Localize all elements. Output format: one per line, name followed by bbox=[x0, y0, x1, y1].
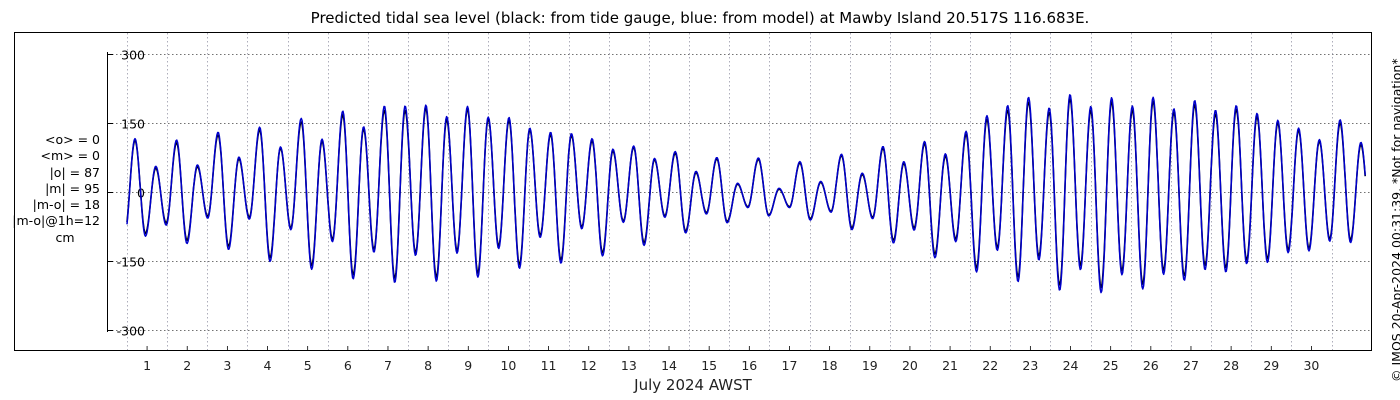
y-tick-label: -300 bbox=[117, 324, 145, 339]
plot-series bbox=[126, 94, 1366, 294]
x-tick-label: 20 bbox=[902, 358, 918, 373]
x-tick-label: 16 bbox=[741, 358, 757, 373]
x-tick-label: 17 bbox=[782, 358, 798, 373]
x-tick-label: 15 bbox=[701, 358, 717, 373]
x-tick-label: 4 bbox=[264, 358, 272, 373]
x-tick-label: 10 bbox=[500, 358, 516, 373]
stat-abs-diff-1h: |m-o|@1h=12 bbox=[12, 213, 100, 229]
credit-note: © IMOS 20-Apr-2024 00:31:39. *Not for na… bbox=[1389, 58, 1400, 382]
x-tick-label: 9 bbox=[464, 358, 472, 373]
x-tick-label: 8 bbox=[424, 358, 432, 373]
stat-abs-observed: |o| = 87 bbox=[49, 164, 100, 180]
stat-unit: cm bbox=[55, 229, 75, 245]
x-axis-label: July 2024 AWST bbox=[634, 376, 752, 394]
statistics-panel: <o> = 0 <m> = 0 |o| = 87 |m| = 95 |m-o| … bbox=[8, 132, 100, 246]
x-tick-label: 5 bbox=[304, 358, 312, 373]
x-tick-label: 23 bbox=[1022, 358, 1038, 373]
stat-mean-observed: <o> = 0 bbox=[45, 132, 100, 147]
x-tick-label: 7 bbox=[384, 358, 392, 373]
stat-abs-diff: |m-o| = 18 bbox=[32, 197, 100, 213]
x-tick-label: 18 bbox=[822, 358, 838, 373]
model-series-line bbox=[126, 94, 1366, 294]
y-tick-label: -150 bbox=[117, 255, 145, 270]
x-axis: 1 2 3 4 5 6 7 8 9 10 11 12 13 14 15 16 17 18 19 20 21 22 23 24 2… bbox=[143, 346, 1319, 373]
stat-mean-model: <m> = 0 bbox=[40, 148, 101, 164]
x-tick-label: 26 bbox=[1143, 358, 1159, 373]
x-tick-label: 3 bbox=[223, 358, 231, 373]
stat-abs-model: |m| = 95 bbox=[45, 180, 100, 196]
x-tick-label: 14 bbox=[661, 358, 677, 373]
y-tick-label: 150 bbox=[121, 117, 145, 132]
x-tick-label: 22 bbox=[982, 358, 998, 373]
x-tick-label: 2 bbox=[183, 358, 191, 373]
x-tick-label: 29 bbox=[1263, 358, 1279, 373]
x-tick-label: 19 bbox=[862, 358, 878, 373]
x-tick-label: 6 bbox=[344, 358, 352, 373]
x-tick-label: 13 bbox=[621, 358, 637, 373]
grid-lines bbox=[108, 33, 1371, 350]
x-tick-label: 1 bbox=[143, 358, 151, 373]
x-tick-label: 12 bbox=[581, 358, 597, 373]
y-tick-label: 300 bbox=[121, 48, 145, 63]
x-tick-label: 21 bbox=[942, 358, 958, 373]
x-tick-label: 30 bbox=[1303, 358, 1319, 373]
outer-frame bbox=[14, 32, 1372, 351]
x-tick-label: 28 bbox=[1223, 358, 1239, 373]
x-tick-label: 24 bbox=[1063, 358, 1079, 373]
chart-title: Predicted tidal sea level (black: from t… bbox=[310, 9, 1090, 27]
x-tick-label: 25 bbox=[1103, 358, 1119, 373]
x-tick-label: 11 bbox=[541, 358, 557, 373]
x-tick-label: 27 bbox=[1183, 358, 1199, 373]
